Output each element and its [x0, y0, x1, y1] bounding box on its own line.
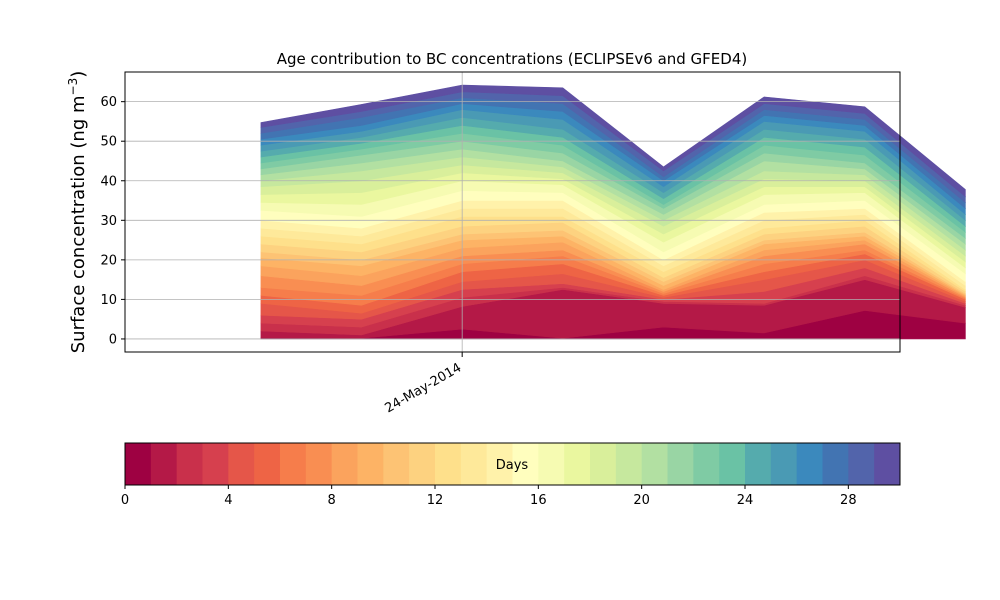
colorbar-tick-label: 20: [633, 493, 650, 508]
colorbar-segment-day-3: [202, 443, 229, 485]
colorbar-segment-day-18: [590, 443, 617, 485]
plot-area: 0 10 20 30 40 50 60 24-May-2014: [100, 71, 966, 416]
colorbar-segment-day-5: [254, 443, 281, 485]
colorbar-segment-day-9: [357, 443, 384, 485]
colorbar-segment-day-21: [667, 443, 694, 485]
colorbar-segment-day-20: [641, 443, 668, 485]
colorbar-segment-day-1: [150, 443, 178, 485]
y-tick-label: 60: [100, 95, 117, 110]
colorbar-segment-day-19: [615, 443, 643, 485]
colorbar-segment-day-7: [305, 443, 333, 485]
y-tick-label: 40: [100, 174, 117, 189]
colorbar-segments: [125, 443, 901, 485]
y-axis-ticks: 0 10 20 30 40 50 60: [100, 95, 125, 347]
colorbar-tick-label: 8: [328, 493, 336, 508]
colorbar-segment-day-24: [745, 443, 772, 485]
colorbar-segment-day-28: [848, 443, 875, 485]
colorbar-tick-label: 16: [530, 493, 547, 508]
y-tick-label: 50: [100, 135, 117, 150]
colorbar-segment-day-8: [331, 443, 358, 485]
colorbar-frame: [124, 442, 901, 486]
colorbar-ticks: 0 4 8 12 16 20 24 28: [121, 485, 857, 508]
colorbar: Days 0 4 8 12 16 20 24 28: [121, 442, 901, 508]
colorbar-segment-day-10: [383, 443, 410, 485]
colorbar-segment-day-16: [538, 443, 565, 485]
colorbar-segment-day-0: [125, 443, 152, 485]
area-layer-day-29: [260, 84, 966, 198]
y-axis-label: Surface concentration (ng m−3): [66, 71, 89, 354]
colorbar-segment-day-25: [770, 443, 798, 485]
grid-lines: [125, 72, 900, 352]
colorbar-segment-day-26: [796, 443, 823, 485]
colorbar-segment-day-27: [822, 443, 849, 485]
chart-title: Age contribution to BC concentrations (E…: [277, 50, 748, 68]
colorbar-segment-day-12: [435, 443, 462, 485]
axes-frame: [124, 71, 901, 353]
colorbar-tick-label: 28: [840, 493, 857, 508]
colorbar-segment-day-2: [176, 443, 203, 485]
colorbar-label: Days: [496, 458, 529, 473]
colorbar-segment-day-13: [460, 443, 488, 485]
colorbar-segment-day-4: [228, 443, 255, 485]
colorbar-segment-day-23: [719, 443, 746, 485]
colorbar-segment-day-17: [564, 443, 591, 485]
y-tick-label: 20: [100, 253, 117, 268]
colorbar-tick-label: 0: [121, 493, 129, 508]
y-tick-label: 0: [109, 332, 117, 347]
colorbar-segment-day-6: [280, 443, 307, 485]
colorbar-segment-day-29: [874, 443, 901, 485]
x-tick-label: 24-May-2014: [382, 360, 464, 416]
stacked-areas: [260, 84, 966, 340]
colorbar-tick-label: 12: [427, 493, 444, 508]
colorbar-segment-day-14: [486, 443, 513, 485]
colorbar-tick-label: 4: [224, 493, 232, 508]
colorbar-tick-label: 24: [737, 493, 754, 508]
colorbar-segment-day-22: [693, 443, 720, 485]
colorbar-segment-day-15: [512, 443, 539, 485]
colorbar-segment-day-11: [409, 443, 436, 485]
x-axis-ticks: 24-May-2014: [382, 352, 464, 416]
y-tick-label: 30: [100, 214, 117, 229]
y-tick-label: 10: [100, 293, 117, 308]
